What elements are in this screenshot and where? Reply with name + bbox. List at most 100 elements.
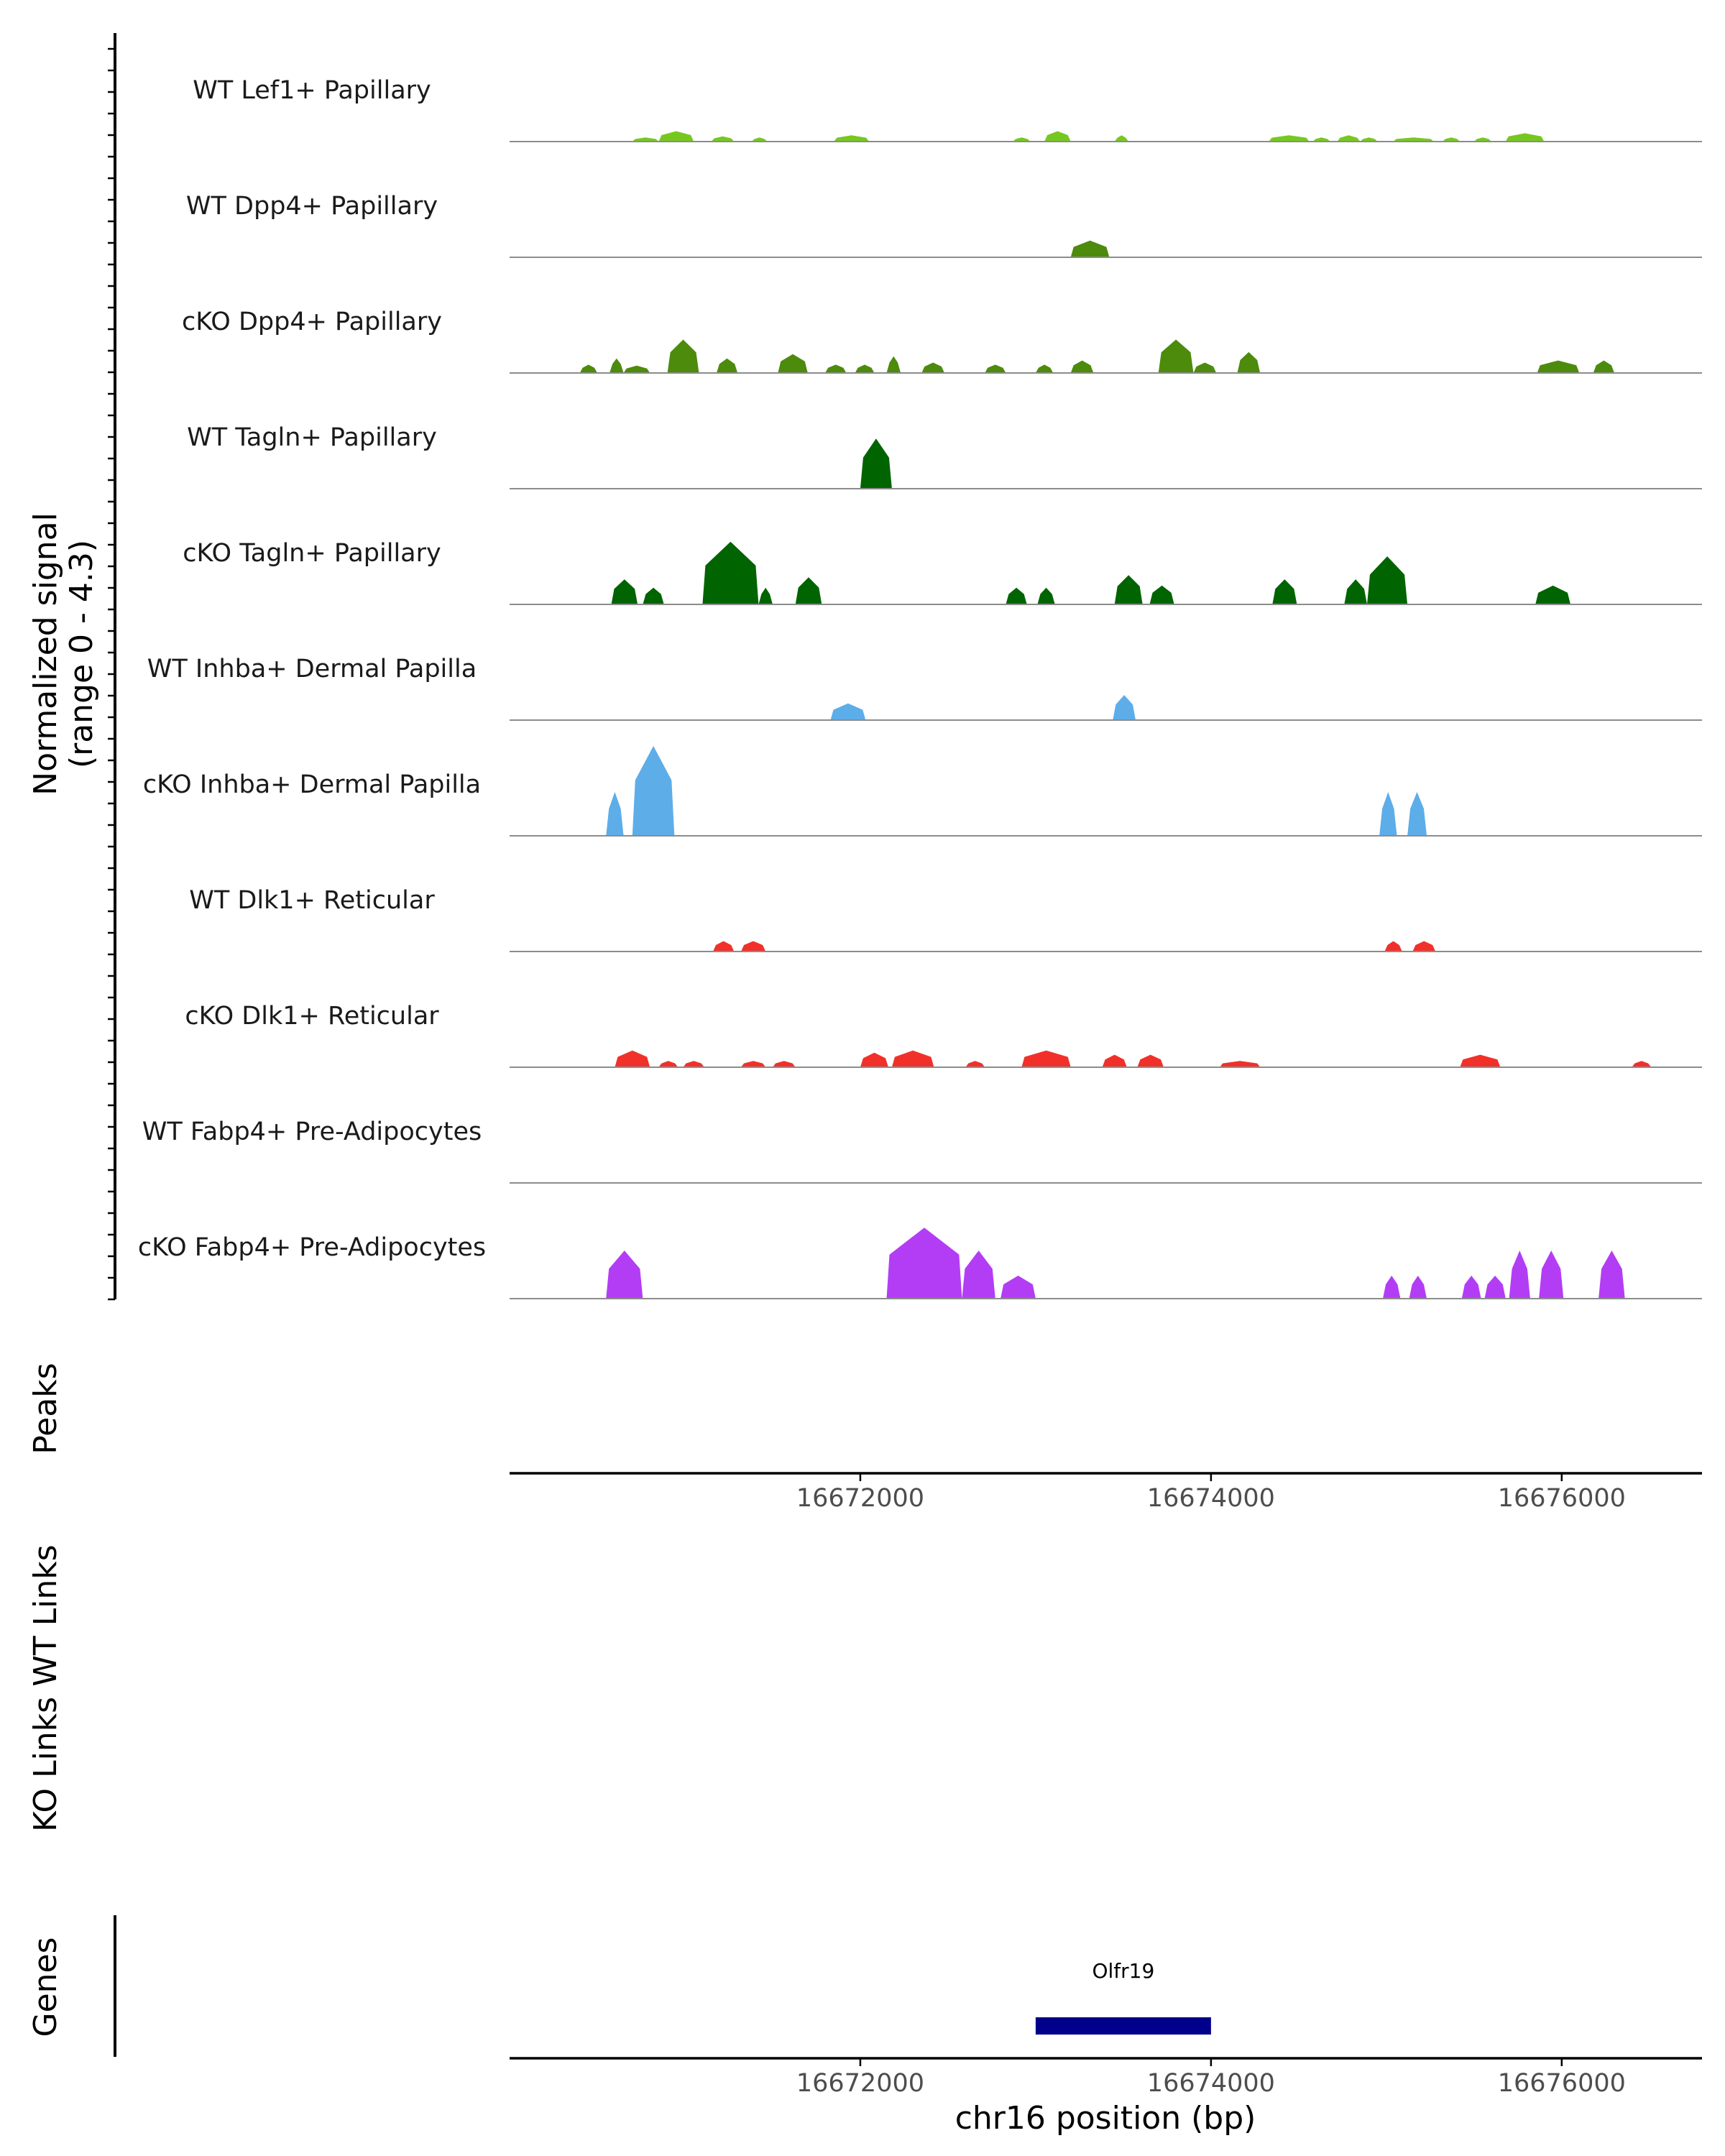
signal-peak	[1237, 351, 1261, 373]
signal-peak	[1149, 585, 1174, 604]
signal-peak	[921, 362, 944, 373]
signal-peak	[1539, 1250, 1564, 1299]
signal-peak	[1344, 579, 1367, 604]
signal-peak	[1137, 1054, 1164, 1067]
signal-peak	[683, 1061, 704, 1067]
signal-peak	[1193, 362, 1217, 373]
signal-peak	[711, 136, 735, 142]
signal-peak	[1442, 137, 1460, 142]
signal-peak	[1070, 360, 1094, 373]
signal-peak	[773, 1061, 796, 1067]
genes-x-axis: 16672000 16674000 16676000	[796, 2058, 1626, 2098]
signal-peak	[1407, 792, 1427, 836]
signal-peak	[1460, 1054, 1501, 1067]
signal-peak	[579, 364, 597, 373]
signal-peak	[1409, 1276, 1427, 1299]
signal-peak	[886, 356, 901, 373]
signal-peak	[1269, 135, 1310, 142]
track-1: WT Dpp4+ Papillary	[186, 192, 1702, 258]
signal-peak	[965, 1061, 985, 1067]
signal-peak	[1598, 1250, 1625, 1299]
signal-peak	[643, 587, 664, 604]
signal-peak	[778, 354, 808, 373]
signal-peak	[1035, 364, 1054, 373]
gene-track: Olfr19	[1035, 1959, 1211, 2035]
signal-peak	[1632, 1061, 1652, 1067]
signal-peak	[716, 358, 738, 373]
x-tick-label: 16674000	[1147, 1484, 1275, 1513]
signal-peak	[1461, 1276, 1481, 1299]
gene-body	[1035, 2017, 1211, 2035]
track-label: WT Inhba+ Dermal Papilla	[147, 655, 477, 683]
peaks-x-axis: 16672000 16674000 16676000	[796, 1473, 1626, 1513]
track-7: WT Dlk1+ Reticular	[189, 886, 1702, 952]
track-label: cKO Dlk1+ Reticular	[185, 1002, 439, 1031]
track-0: WT Lef1+ Papillary	[193, 76, 1702, 142]
signal-peak	[1102, 1054, 1127, 1067]
signal-peak	[1383, 1276, 1401, 1299]
signal-peak	[1535, 585, 1570, 604]
x-tick-label: 16676000	[1498, 2069, 1626, 2098]
track-label: cKO Dpp4+ Papillary	[182, 308, 442, 336]
signal-peak	[758, 587, 773, 604]
gene-label: Olfr19	[1092, 1959, 1154, 1983]
signal-peak	[1505, 133, 1545, 142]
signal-peak	[741, 941, 766, 952]
track-5: WT Inhba+ Dermal Papilla	[147, 655, 1702, 721]
track-label: cKO Fabp4+ Pre-Adipocytes	[138, 1233, 486, 1262]
signal-peak	[1006, 587, 1027, 604]
x-axis-title: chr16 position (bp)	[955, 2100, 1256, 2137]
signal-peak	[962, 1250, 995, 1299]
signal-peak	[1114, 135, 1129, 142]
track-label: WT Dpp4+ Papillary	[186, 192, 438, 221]
signal-peak	[658, 131, 694, 142]
x-tick-label: 16672000	[796, 1484, 924, 1513]
signal-peak	[1393, 137, 1434, 142]
signal-peak	[1044, 131, 1071, 142]
track-4: cKO Tagln+ Papillary	[183, 539, 1702, 605]
x-tick-label: 16672000	[796, 2069, 924, 2098]
signal-peak	[1537, 360, 1580, 373]
track-label: cKO Tagln+ Papillary	[183, 539, 441, 568]
signal-axis-label: Normalized signal	[27, 512, 64, 796]
signal-peak	[632, 137, 659, 142]
signal-peak	[1593, 360, 1614, 373]
wt-links-label: WT Links	[27, 1544, 64, 1686]
signal-peak	[1114, 575, 1143, 604]
signal-peak	[834, 135, 870, 142]
signal-peak	[751, 137, 768, 142]
signal-peak	[606, 792, 624, 836]
signal-peak	[1070, 240, 1110, 257]
signal-peak	[886, 1227, 962, 1299]
track-9: WT Fabp4+ Pre-Adipocytes	[142, 1118, 1702, 1184]
signal-peak	[795, 577, 822, 604]
track-label: WT Fabp4+ Pre-Adipocytes	[142, 1118, 482, 1146]
signal-peak	[1412, 941, 1436, 952]
signal-peak	[825, 364, 847, 373]
signal-peak	[1484, 1276, 1506, 1299]
track-2: cKO Dpp4+ Papillary	[182, 308, 1702, 374]
signal-peak	[611, 579, 638, 604]
signal-peak	[658, 1061, 678, 1067]
signal-peak	[741, 1061, 766, 1067]
signal-peak	[1000, 1276, 1036, 1299]
x-tick-label: 16676000	[1498, 1484, 1626, 1513]
ko-links-label: KO Links	[27, 1697, 64, 1832]
signal-peak	[632, 746, 675, 836]
track-label: cKO Inhba+ Dermal Papilla	[143, 770, 481, 799]
signal-tracks: WT Lef1+ Papillary WT Dpp4+ Papillary cKO …	[138, 76, 1702, 1299]
signal-peak	[1509, 1250, 1530, 1299]
signal-peak	[1367, 556, 1408, 604]
signal-peak	[1021, 1050, 1071, 1067]
signal-peak	[855, 364, 875, 373]
signal-peak	[1113, 695, 1136, 720]
x-tick-label: 16674000	[1147, 2069, 1275, 2098]
signal-peak	[1312, 137, 1330, 142]
signal-peak	[1158, 339, 1194, 373]
signal-peak	[1360, 137, 1378, 142]
signal-peak	[860, 438, 892, 489]
signal-peak	[606, 1250, 643, 1299]
signal-peak	[985, 364, 1006, 373]
signal-peak	[830, 703, 866, 720]
